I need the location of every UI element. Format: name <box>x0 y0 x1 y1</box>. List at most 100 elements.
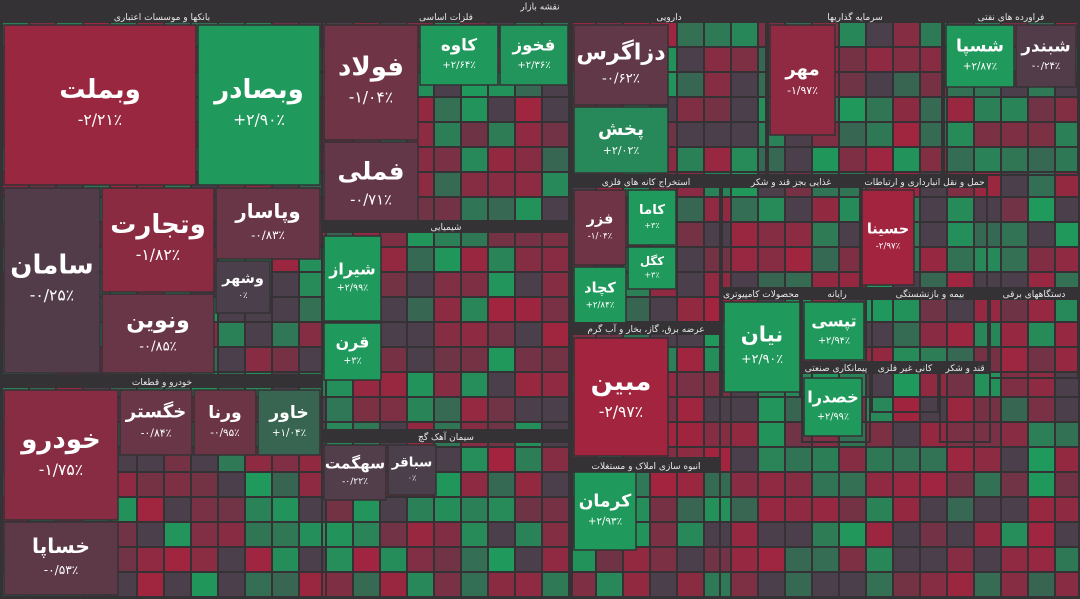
sector-header <box>323 12 569 23</box>
filler-tile <box>462 348 487 371</box>
sector-name: فلزات اساسی <box>419 13 473 23</box>
filler-tile <box>813 523 838 546</box>
filler-tile <box>921 248 946 271</box>
filler-tile <box>1002 198 1027 221</box>
filler-tile <box>678 198 703 221</box>
filler-tile <box>1002 473 1027 496</box>
filler-tile <box>489 248 514 271</box>
sector-header <box>769 12 941 23</box>
filler-tile <box>840 498 865 521</box>
filler-tile <box>543 248 568 271</box>
filler-tile <box>948 573 973 596</box>
filler-tile <box>435 573 460 596</box>
filler-tile <box>732 523 757 546</box>
stock-tile <box>323 444 387 501</box>
filler-tile <box>732 248 757 271</box>
filler-tile <box>408 498 433 521</box>
stock-tile <box>215 260 271 314</box>
filler-tile <box>975 548 1000 571</box>
stock-name: کاما <box>639 203 665 218</box>
stock-name: شبندر <box>1020 36 1070 55</box>
stock-change: +۳٪ <box>644 221 659 230</box>
stock-name: نیان <box>741 321 784 346</box>
filler-tile <box>732 123 757 146</box>
filler-tile <box>327 548 352 571</box>
stock-name: کچاد <box>584 281 616 297</box>
filler-tile <box>705 223 730 246</box>
stock-tile <box>573 189 627 266</box>
sector-header <box>3 12 321 23</box>
filler-tile <box>840 548 865 571</box>
filler-tile <box>759 473 784 496</box>
filler-tile <box>651 473 676 496</box>
filler-tile <box>273 273 298 296</box>
filler-tile <box>543 473 568 496</box>
filler-tile <box>570 548 595 571</box>
filler-tile <box>651 498 676 521</box>
filler-tile <box>948 98 973 121</box>
filler-tile <box>489 448 514 471</box>
filler-tile <box>1029 548 1054 571</box>
filler-tile <box>867 98 892 121</box>
filler-tile <box>516 98 541 121</box>
filler-tile <box>705 573 730 596</box>
filler-tile <box>543 123 568 146</box>
filler-tile <box>921 448 946 471</box>
filler-tile <box>381 348 406 371</box>
filler-tile <box>1002 123 1027 146</box>
filler-tile <box>1056 98 1078 121</box>
filler-tile <box>921 373 946 396</box>
filler-tile <box>408 548 433 571</box>
filler-tile <box>678 23 703 46</box>
filler-tile <box>678 548 703 571</box>
filler-tile <box>435 298 460 321</box>
filler-tile <box>732 23 757 46</box>
filler-tile <box>840 573 865 596</box>
filler-tile <box>354 398 379 421</box>
stock-tile <box>3 389 119 521</box>
filler-tile <box>867 123 892 146</box>
filler-tile <box>1002 373 1027 396</box>
stock-tile <box>945 24 1015 88</box>
stock-tile <box>573 266 627 327</box>
filler-tile <box>705 198 730 221</box>
filler-tile <box>678 523 703 546</box>
stock-name: خساپا <box>32 534 90 559</box>
sector-name: بیمه و بازنشستگی <box>896 288 965 300</box>
sector-name: کانی غیر فلزی <box>878 364 933 374</box>
filler-tile <box>894 423 919 446</box>
filler-tile <box>894 148 919 171</box>
filler-tile <box>678 123 703 146</box>
sector-name: پیمانکاری صنعتی <box>805 364 868 374</box>
stock-tile <box>119 389 193 456</box>
filler-tile <box>840 73 865 96</box>
filler-tile <box>786 248 811 271</box>
stock-change: -۰/۸۵٪ <box>139 340 176 355</box>
filler-tile <box>543 98 568 121</box>
filler-tile <box>705 398 730 421</box>
filler-tile <box>813 498 838 521</box>
stock-tile <box>573 471 637 551</box>
stock-change: -۱/۷۵٪ <box>39 461 83 479</box>
filler-tile <box>597 548 622 571</box>
filler-tile <box>759 498 784 521</box>
filler-tile <box>435 173 460 196</box>
filler-tile <box>435 473 460 496</box>
filler-tile <box>408 523 433 546</box>
filler-tile <box>867 448 892 471</box>
filler-tile <box>975 448 1000 471</box>
filler-tile <box>840 48 865 71</box>
filler-tile <box>273 348 298 371</box>
filler-tile <box>1002 173 1027 196</box>
filler-tile <box>759 523 784 546</box>
stock-tile <box>723 301 801 393</box>
filler-tile <box>462 323 487 346</box>
stock-name: کاوه <box>441 35 477 55</box>
filler-tile <box>705 523 730 546</box>
filler-tile <box>705 123 730 146</box>
stock-change: -۰/۹۵٪ <box>210 427 239 439</box>
stock-tile <box>419 24 499 86</box>
filler-tile <box>705 248 730 271</box>
filler-tile <box>678 348 703 371</box>
filler-tile <box>732 98 757 121</box>
